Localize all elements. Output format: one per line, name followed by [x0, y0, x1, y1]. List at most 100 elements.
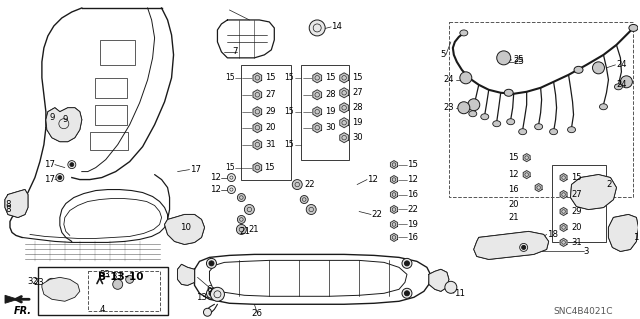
Text: 16: 16 — [407, 190, 418, 199]
Circle shape — [237, 216, 245, 224]
Text: 24: 24 — [616, 60, 627, 69]
Text: 21: 21 — [239, 227, 250, 236]
Text: 14: 14 — [331, 22, 342, 32]
Circle shape — [237, 194, 245, 202]
Circle shape — [70, 163, 74, 167]
Text: 20: 20 — [508, 200, 518, 209]
Text: 5: 5 — [440, 50, 446, 59]
Text: 25: 25 — [514, 56, 524, 64]
Text: 16: 16 — [508, 185, 518, 194]
Circle shape — [207, 288, 216, 298]
Circle shape — [209, 261, 214, 266]
Text: 33: 33 — [99, 270, 109, 279]
Text: 18: 18 — [547, 230, 557, 239]
Polygon shape — [570, 174, 616, 210]
Ellipse shape — [600, 104, 607, 110]
Polygon shape — [164, 214, 204, 244]
Polygon shape — [5, 189, 28, 218]
Circle shape — [404, 291, 410, 296]
Text: 22: 22 — [304, 180, 315, 189]
Bar — [90, 132, 127, 150]
Text: SNC4B4021C: SNC4B4021C — [554, 307, 613, 316]
Text: 22: 22 — [407, 205, 418, 214]
Text: 17: 17 — [189, 165, 200, 174]
Text: 31: 31 — [572, 238, 582, 247]
Polygon shape — [390, 190, 397, 198]
Text: 2: 2 — [607, 180, 612, 189]
Circle shape — [46, 278, 58, 290]
Polygon shape — [524, 171, 530, 179]
Polygon shape — [524, 154, 530, 162]
Bar — [552, 165, 607, 242]
Polygon shape — [340, 118, 348, 128]
Circle shape — [125, 275, 134, 283]
Ellipse shape — [574, 66, 583, 73]
Circle shape — [58, 175, 62, 180]
Polygon shape — [253, 90, 262, 100]
Text: 15: 15 — [407, 160, 418, 169]
Circle shape — [468, 99, 480, 111]
Bar — [301, 65, 349, 160]
Text: 3: 3 — [584, 247, 589, 256]
Ellipse shape — [507, 119, 515, 125]
Circle shape — [207, 258, 216, 268]
Text: 19: 19 — [352, 118, 363, 127]
Text: 15: 15 — [325, 73, 335, 82]
Circle shape — [292, 180, 302, 189]
Ellipse shape — [614, 84, 623, 90]
Polygon shape — [313, 73, 321, 83]
Text: 15: 15 — [225, 163, 234, 172]
Text: 15: 15 — [264, 163, 275, 172]
Text: 17: 17 — [44, 175, 55, 184]
Ellipse shape — [504, 89, 513, 96]
Polygon shape — [313, 123, 321, 133]
Circle shape — [300, 196, 308, 204]
Text: 25: 25 — [514, 57, 525, 66]
Polygon shape — [560, 224, 567, 232]
Polygon shape — [560, 207, 567, 216]
Circle shape — [402, 288, 412, 298]
Text: 8: 8 — [5, 200, 11, 209]
Circle shape — [227, 186, 236, 194]
Text: 28: 28 — [352, 103, 363, 112]
Text: 20: 20 — [572, 223, 582, 232]
Circle shape — [68, 160, 76, 169]
Text: 12: 12 — [367, 175, 378, 184]
Ellipse shape — [629, 25, 638, 32]
Polygon shape — [560, 238, 567, 246]
Circle shape — [497, 51, 511, 65]
Text: 28: 28 — [325, 90, 336, 99]
Polygon shape — [340, 88, 348, 98]
Polygon shape — [609, 214, 638, 251]
Text: 23: 23 — [33, 278, 44, 287]
Bar — [38, 267, 168, 315]
Text: 11: 11 — [454, 289, 465, 298]
Text: 15: 15 — [285, 140, 294, 149]
Polygon shape — [253, 107, 262, 117]
Bar — [95, 105, 127, 125]
Text: 26: 26 — [252, 309, 263, 318]
Polygon shape — [390, 160, 397, 169]
Text: 15: 15 — [266, 73, 276, 82]
Polygon shape — [340, 73, 348, 83]
Text: 9: 9 — [49, 113, 55, 122]
Text: 22: 22 — [371, 210, 382, 219]
Text: B-13-10: B-13-10 — [98, 272, 143, 282]
Ellipse shape — [550, 129, 557, 135]
Text: 17: 17 — [44, 160, 55, 169]
Text: 10: 10 — [180, 223, 191, 232]
Ellipse shape — [460, 30, 468, 36]
Circle shape — [244, 204, 254, 214]
Text: 15: 15 — [285, 107, 294, 116]
Text: 15: 15 — [225, 73, 234, 82]
Text: 27: 27 — [572, 190, 582, 199]
Polygon shape — [46, 108, 82, 142]
Polygon shape — [560, 174, 567, 182]
Bar — [100, 40, 134, 65]
Text: 7: 7 — [232, 48, 237, 56]
Text: 12: 12 — [211, 173, 221, 182]
Text: 1: 1 — [634, 233, 639, 242]
Polygon shape — [535, 183, 542, 191]
Text: 20: 20 — [266, 123, 276, 132]
Polygon shape — [313, 107, 321, 117]
